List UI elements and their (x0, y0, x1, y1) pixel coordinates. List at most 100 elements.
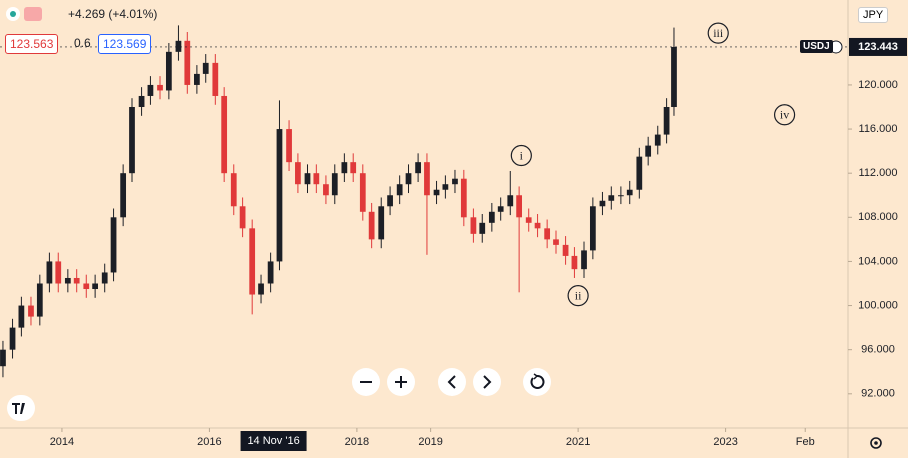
wave-label: i (520, 148, 524, 162)
candle-body (221, 95, 228, 174)
x-tick-label: 2023 (713, 436, 737, 448)
candle-body (415, 162, 421, 174)
currency-select[interactable]: JPY (858, 7, 889, 23)
y-tick-label: 120.000 (858, 79, 898, 91)
candle-body (359, 173, 366, 212)
x-tick-label: 2014 (50, 436, 74, 448)
candle-body (101, 272, 108, 284)
candle-body (424, 162, 430, 196)
candle-body (525, 217, 532, 223)
x-tick-label: Feb (796, 436, 815, 448)
candle-body (129, 107, 135, 174)
candle-body (258, 283, 264, 295)
scroll-left-button[interactable] (438, 368, 466, 396)
y-tick-label: 108.000 (858, 211, 898, 223)
candle-body (230, 173, 237, 207)
candle-body (202, 62, 209, 74)
wave-circle (707, 22, 729, 44)
settings-button[interactable] (870, 437, 882, 449)
sell-price[interactable]: 123.563 (5, 34, 59, 54)
candle-body (295, 162, 301, 185)
y-tick-label: 104.000 (858, 255, 898, 267)
crosshair-label: 14 Nov '16 (247, 435, 299, 447)
candle-body (92, 283, 98, 290)
candle-body (304, 173, 311, 185)
candle-body (452, 178, 458, 185)
candle-body (553, 239, 559, 245)
candle-body (194, 73, 200, 85)
candle-body (184, 40, 191, 85)
candle-body (544, 228, 551, 240)
candle-body (368, 211, 375, 240)
candle-body (165, 51, 172, 91)
candle-body (479, 222, 486, 234)
wave-label: ii (575, 288, 582, 302)
candle-body (0, 349, 6, 367)
candle-body (442, 184, 449, 190)
candle-body (571, 255, 578, 270)
candle-body (534, 222, 541, 229)
y-tick-label: 92.000 (861, 388, 895, 400)
candle-body (645, 145, 652, 157)
candle-body (671, 46, 677, 107)
candle-body (488, 211, 495, 223)
candle-body (387, 195, 393, 207)
candle-body (516, 195, 522, 218)
buy-price[interactable]: 123.569 (98, 34, 152, 54)
candle-body (378, 206, 385, 240)
zoom-out-button[interactable] (352, 368, 380, 396)
y-tick-label: 116.000 (859, 123, 898, 135)
candle-body (18, 305, 25, 328)
candle-body (396, 184, 403, 196)
wave-circle (773, 104, 796, 126)
candle-body (64, 277, 71, 284)
zoom-in-button[interactable] (387, 368, 415, 396)
candle-body (507, 195, 514, 207)
candle-body (581, 250, 587, 270)
legend-row: +4.269 (+4.01%) (6, 7, 157, 21)
candle-body (618, 195, 624, 197)
last-price-box (849, 37, 907, 56)
spread: 0.6 (74, 36, 91, 50)
candle-body (138, 95, 145, 107)
candle-body (341, 162, 348, 174)
candle-body (599, 200, 606, 207)
x-tick-label: 2021 (566, 436, 590, 448)
candle-body (83, 283, 90, 290)
symbol-tag: USDJ (800, 40, 833, 53)
candle-body (212, 62, 219, 96)
candle-body (654, 134, 661, 146)
candle-body (46, 261, 53, 284)
candle-body (313, 173, 320, 185)
candle-body (405, 173, 412, 185)
y-tick-label: 100.000 (858, 299, 898, 311)
candle-body (350, 162, 357, 174)
candle-body (497, 206, 504, 212)
candle-body (110, 217, 117, 273)
candle-body (460, 178, 467, 218)
y-tick-label: 112.000 (859, 167, 898, 179)
wave-label: iv (780, 107, 789, 121)
tv-logo (7, 395, 35, 421)
candle-body (636, 156, 643, 190)
candle-body (73, 277, 80, 284)
market-icon (24, 7, 42, 21)
wave-label: iii (713, 26, 724, 40)
candle-body (147, 84, 154, 96)
scroll-right-button[interactable] (473, 368, 501, 396)
candle-body (175, 40, 182, 52)
candle-body (55, 261, 62, 284)
candle-body (28, 305, 34, 317)
candle-body (331, 173, 338, 196)
reset-button[interactable] (523, 368, 551, 396)
y-tick-label: 96.000 (861, 344, 895, 356)
candle-body (36, 283, 43, 317)
candle-body (608, 195, 615, 201)
candle-body (663, 107, 670, 135)
candle-body (562, 244, 569, 256)
candle-body (157, 84, 163, 91)
candle-body (433, 189, 440, 196)
wave-circle (567, 285, 589, 307)
